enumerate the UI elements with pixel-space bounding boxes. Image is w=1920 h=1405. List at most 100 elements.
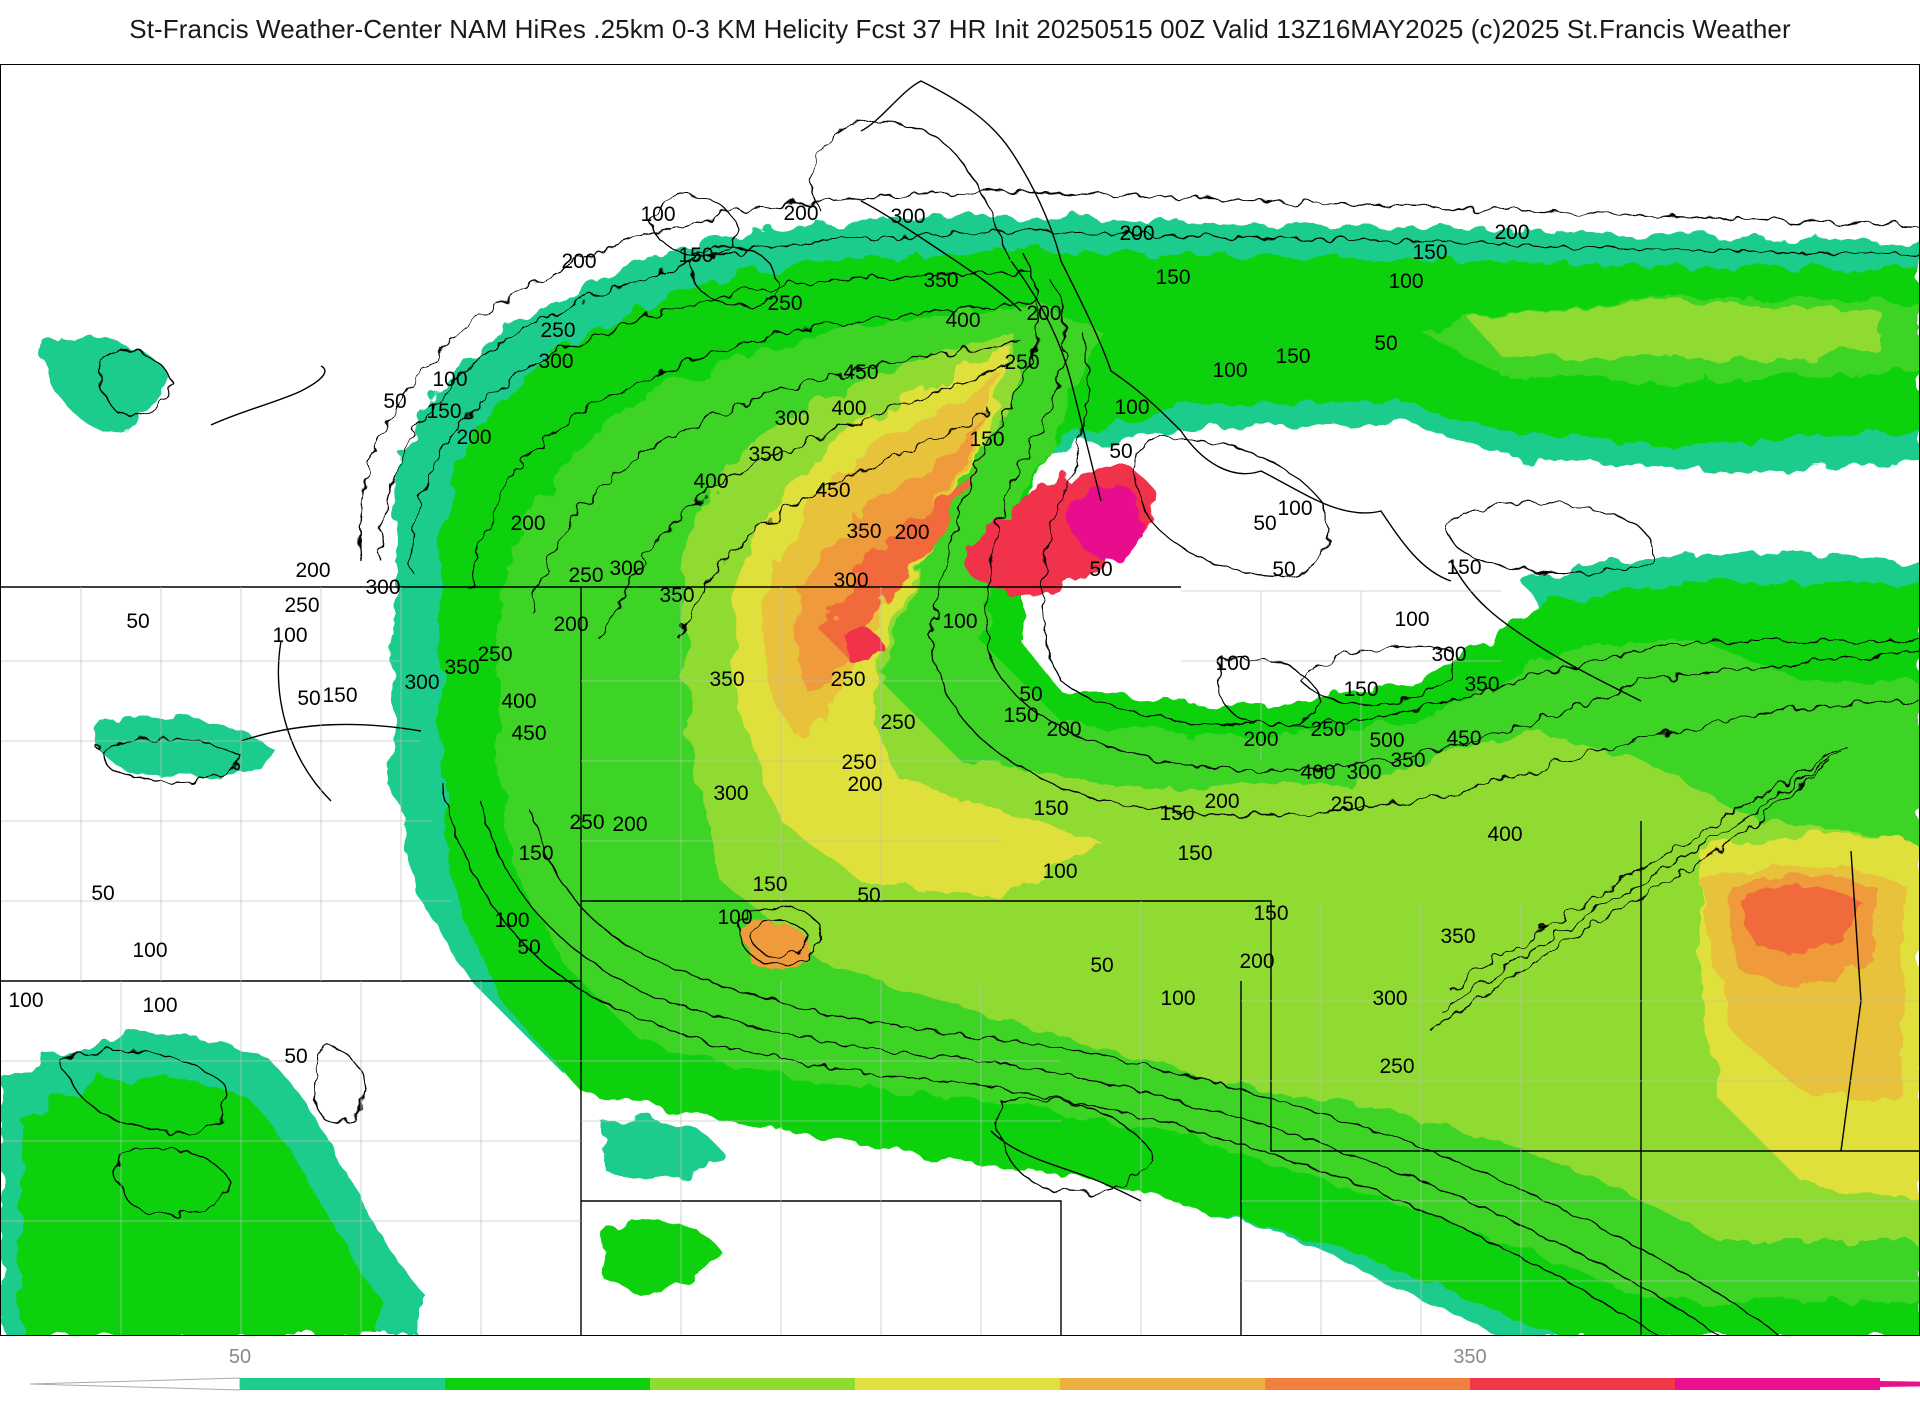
contour-label: 350	[1464, 673, 1499, 696]
contour-label: 350	[1440, 925, 1475, 948]
county-line	[80, 587, 402, 981]
contour-line	[1217, 657, 1322, 726]
contour-label: 100	[942, 610, 977, 633]
contour-label: 350	[444, 656, 479, 679]
contour-line	[440, 780, 1659, 1335]
contour-label: 250	[477, 643, 512, 666]
contour-label: 50	[1272, 558, 1295, 581]
contour-line	[98, 349, 172, 416]
contour-label: 150	[1177, 842, 1212, 865]
contour-label: 300	[890, 205, 925, 228]
contour-label: 100	[1277, 497, 1312, 520]
contour-line	[1133, 437, 1330, 577]
contour-line	[530, 340, 1022, 612]
contour-label: 200	[510, 512, 545, 535]
colorbar-swatch	[1060, 1378, 1265, 1390]
colorbar-swatch	[1470, 1378, 1675, 1390]
contour-label: 100	[717, 906, 752, 929]
contour-label: 150	[1159, 802, 1194, 825]
contour-label: 250	[1004, 351, 1039, 374]
contour-label: 250	[569, 811, 604, 834]
contour-label: 300	[833, 569, 868, 592]
contour-label: 50	[284, 1045, 307, 1068]
contour-line	[680, 410, 992, 642]
contour-label: 400	[831, 397, 866, 420]
contour-label: 100	[1215, 652, 1250, 675]
contour-line	[930, 250, 1919, 816]
contour-label: 100	[1042, 860, 1077, 883]
contour-line	[600, 360, 1012, 642]
colorbar-swatch	[240, 1378, 445, 1390]
map-panel[interactable]: 100 200 300 150 200 250 350 400 200 250 300 250 450 1…	[0, 64, 1920, 1336]
contour-line	[690, 245, 778, 308]
contour-label: 50	[1374, 332, 1397, 355]
contour-label: 350	[923, 269, 958, 292]
fill-band-200	[681, 331, 1919, 1241]
colorbar-swatch	[1265, 1378, 1470, 1390]
fill-band-500	[1070, 486, 1142, 561]
contour-label: 100	[1114, 396, 1149, 419]
contour-label: 150	[1253, 902, 1288, 925]
border-line	[581, 900, 1919, 1152]
contour-label: 300	[774, 407, 809, 430]
colorbar-svg: 50 350	[29, 1346, 1920, 1391]
county-line	[581, 981, 1061, 1335]
contour-label: 400	[945, 309, 980, 332]
contour-label: 200	[612, 813, 647, 836]
colorbar-tick-label: 50	[229, 1346, 251, 1368]
contour-label: 500	[1369, 729, 1404, 752]
contour-label: 200	[1046, 718, 1081, 741]
county-line	[1, 981, 581, 1335]
contour-label: 50	[91, 882, 114, 905]
county-line	[1241, 1000, 1919, 1282]
contour-label: 300	[1346, 761, 1381, 784]
county-line	[581, 587, 1001, 901]
contour-line	[650, 195, 738, 258]
contour-label: 450	[815, 479, 850, 502]
contour-label: 100	[142, 994, 177, 1017]
contour-label: 250	[880, 711, 915, 734]
contour-label: 50	[126, 610, 149, 633]
contour-label: 400	[501, 690, 536, 713]
contour-label: 350	[748, 443, 783, 466]
contour-label: 300	[1431, 643, 1466, 666]
contour-label: 250	[1310, 718, 1345, 741]
contour-label: 450	[1446, 727, 1481, 750]
contour-label: 200	[847, 773, 882, 796]
contour-line	[480, 800, 1720, 1335]
contour-line	[749, 919, 810, 958]
colorbar-swatches	[29, 1377, 1920, 1391]
contour-label: 200	[1494, 221, 1529, 244]
contour-label: 100	[1212, 359, 1247, 382]
contour-label: 200	[1243, 728, 1278, 751]
contour-line	[380, 230, 1919, 562]
contour-line	[1041, 330, 1919, 726]
contour-label: 200	[894, 521, 929, 544]
contour-label: 350	[1390, 749, 1425, 772]
contour-label: 150	[752, 873, 787, 896]
contour-line	[530, 810, 1780, 1335]
contour-label: 150	[1155, 266, 1190, 289]
county-lines	[1, 587, 1919, 1335]
fill-band-50	[91, 715, 271, 780]
helicity-fill-layer	[1, 216, 1919, 1335]
contour-line	[359, 190, 1919, 562]
contour-label: 200	[553, 613, 588, 636]
colorbar-tick-labels: 50 350	[229, 1346, 1487, 1368]
contour-label: 50	[1253, 512, 1276, 535]
contour-label: 100	[1394, 608, 1429, 631]
contour-label: 250	[1330, 793, 1365, 816]
contour-label: 100	[1160, 987, 1195, 1010]
contour-label: 100	[494, 909, 529, 932]
fill-band-350	[741, 920, 811, 970]
contour-line	[60, 1049, 227, 1135]
colorbar: 50 350	[0, 1336, 1920, 1400]
fill-band-400	[1741, 886, 1861, 956]
contour-line	[313, 1047, 367, 1124]
contour-label: 200	[456, 426, 491, 449]
border-line	[860, 80, 1452, 582]
border-line	[581, 1200, 1062, 1335]
contour-label: 350	[846, 520, 881, 543]
